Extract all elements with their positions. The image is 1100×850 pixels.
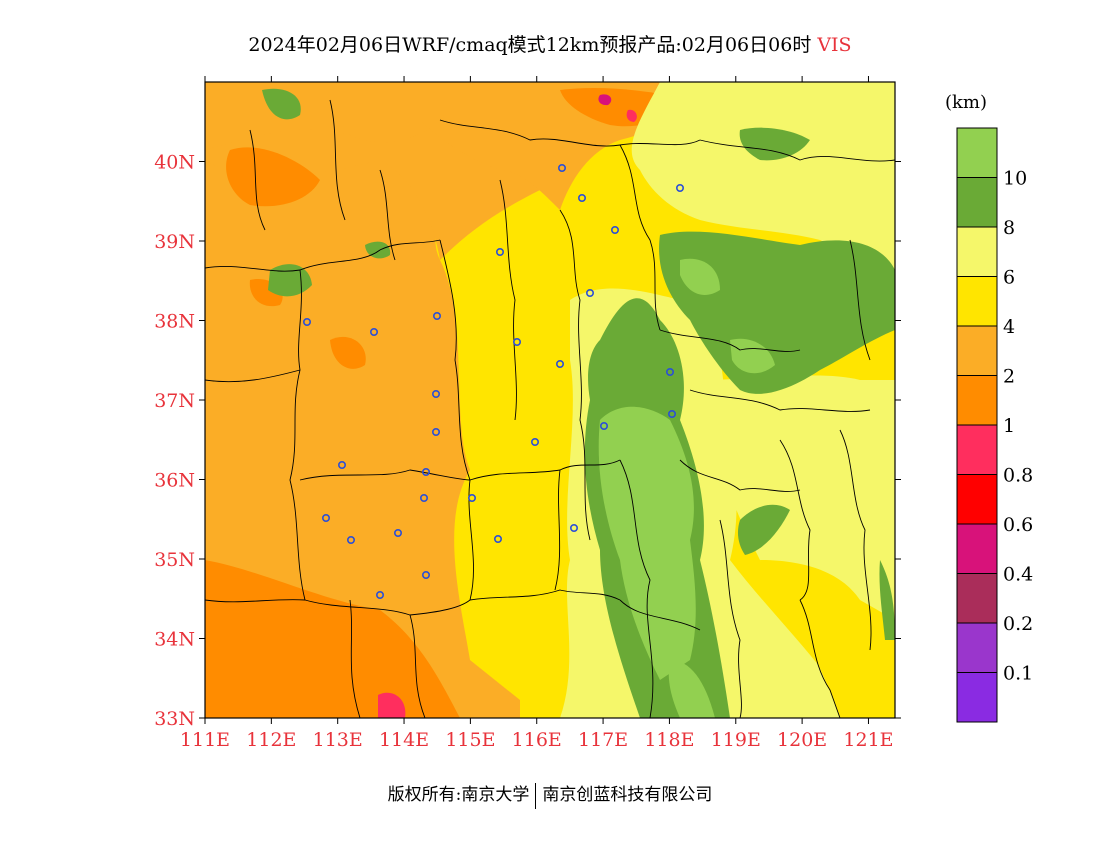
title-text: 2024年02月06日WRF/cmaq模式12km预报产品:02月06日06时 xyxy=(248,34,812,56)
footer-separator xyxy=(535,782,537,809)
legend-label: 0.2 xyxy=(1003,613,1033,635)
legend-swatch xyxy=(956,474,998,525)
copyright-text: 版权所有:南京大学 xyxy=(387,785,530,805)
city-marker xyxy=(665,367,674,376)
city-marker xyxy=(393,528,402,537)
legend-label: 0.8 xyxy=(1003,465,1033,487)
y-tick-label: 40N xyxy=(154,152,195,174)
city-marker xyxy=(337,460,346,469)
x-tick-label: 111E xyxy=(180,729,230,751)
city-marker xyxy=(375,590,384,599)
city-markers xyxy=(302,164,684,599)
city-marker xyxy=(493,534,502,543)
map-title: 2024年02月06日WRF/cmaq模式12km预报产品:02月06日06时 V… xyxy=(0,30,1100,57)
copyright-footer: 版权所有:南京大学 南京创蓝科技有限公司 xyxy=(0,780,1100,809)
province-borders xyxy=(205,99,895,718)
x-tick-label: 113E xyxy=(313,729,363,751)
city-marker xyxy=(419,493,428,502)
legend-label: 2 xyxy=(1003,366,1015,388)
x-tick-label: 114E xyxy=(379,729,429,751)
legend-label: 0.6 xyxy=(1003,514,1033,536)
city-marker xyxy=(557,164,566,173)
city-marker xyxy=(569,523,578,532)
city-marker xyxy=(610,226,619,235)
legend-swatch xyxy=(956,127,998,178)
x-tick-label: 117E xyxy=(578,729,628,751)
variable-label: VIS xyxy=(817,34,852,56)
city-marker xyxy=(667,409,676,418)
company-text: 南京创蓝科技有限公司 xyxy=(542,785,713,805)
legend-swatch xyxy=(956,672,998,723)
color-legend: 10 8 6 4 2 1 0.8 0.6 0.4 0.2 0.1 xyxy=(956,127,1033,723)
x-tick-label: 115E xyxy=(445,729,495,751)
city-marker xyxy=(431,427,440,436)
city-marker xyxy=(495,248,504,257)
visibility-field xyxy=(205,82,895,718)
city-marker xyxy=(555,359,564,368)
legend-label: 8 xyxy=(1003,217,1015,239)
y-tick-label: 39N xyxy=(154,231,195,253)
y-tick-label: 35N xyxy=(154,549,195,571)
legend-unit: (km) xyxy=(945,92,987,113)
axis-ticks xyxy=(199,76,901,724)
city-marker xyxy=(675,184,684,193)
legend-swatch xyxy=(956,523,998,574)
city-marker xyxy=(321,513,330,522)
legend-swatch xyxy=(956,276,998,327)
city-marker xyxy=(421,467,430,476)
city-marker xyxy=(467,493,476,502)
x-tick-label: 116E xyxy=(512,729,562,751)
legend-swatch xyxy=(956,177,998,228)
x-tick-label: 121E xyxy=(843,729,893,751)
city-marker xyxy=(585,288,594,297)
x-tick-label: 112E xyxy=(246,729,296,751)
legend-swatch xyxy=(956,573,998,624)
legend-swatch xyxy=(956,424,998,475)
city-marker xyxy=(346,535,355,544)
city-marker xyxy=(421,570,430,579)
y-tick-label: 37N xyxy=(154,390,195,412)
city-marker xyxy=(432,311,441,320)
city-marker xyxy=(577,194,586,203)
legend-swatch xyxy=(956,325,998,376)
legend-label: 10 xyxy=(1003,168,1027,190)
city-marker xyxy=(302,317,311,326)
y-tick-label: 33N xyxy=(154,708,195,730)
city-marker xyxy=(599,421,608,430)
x-axis-labels: 111E 112E 113E 114E 115E 116E 117E 118E 119E 120E… xyxy=(180,729,894,751)
y-tick-label: 36N xyxy=(154,470,195,492)
legend-label: 1 xyxy=(1003,415,1015,437)
legend-swatch xyxy=(956,622,998,673)
x-tick-label: 120E xyxy=(777,729,827,751)
y-tick-label: 34N xyxy=(154,629,195,651)
city-marker xyxy=(512,337,521,346)
y-tick-label: 38N xyxy=(154,311,195,333)
y-axis-labels: 40N 39N 38N 37N 36N 35N 34N 33N xyxy=(154,152,195,731)
city-marker xyxy=(530,437,539,446)
city-marker xyxy=(369,327,378,336)
legend-swatch xyxy=(956,375,998,426)
legend-label: 0.4 xyxy=(1003,564,1033,586)
city-marker xyxy=(431,389,440,398)
legend-label: 6 xyxy=(1003,267,1015,289)
legend-label: 4 xyxy=(1003,316,1015,338)
legend-swatch xyxy=(956,226,998,277)
x-tick-label: 119E xyxy=(711,729,761,751)
x-tick-label: 118E xyxy=(644,729,694,751)
legend-label: 0.1 xyxy=(1003,663,1033,685)
